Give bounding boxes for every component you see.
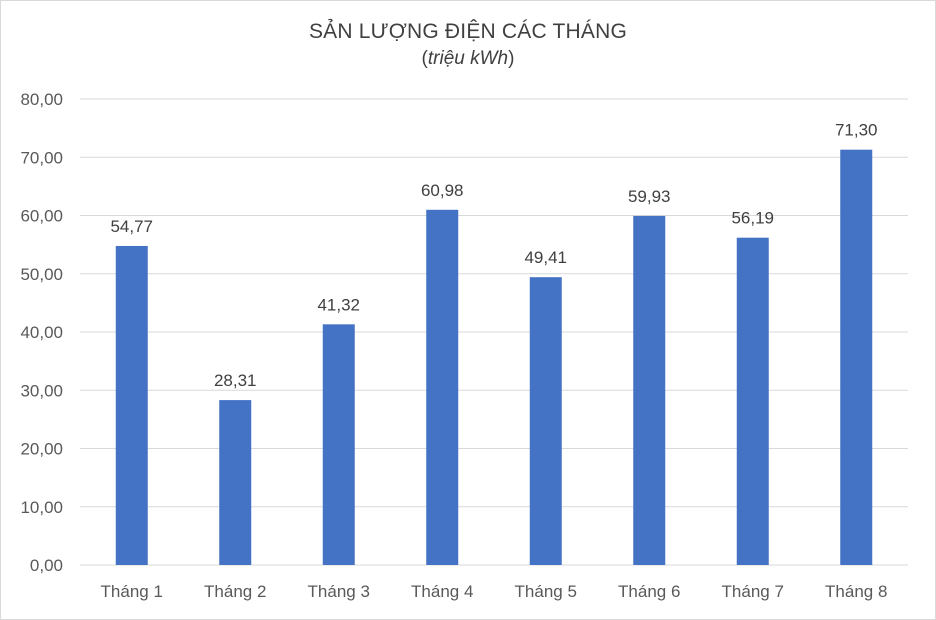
y-tick-label: 80,00 bbox=[20, 90, 63, 109]
y-tick-label: 30,00 bbox=[20, 381, 63, 400]
bar bbox=[322, 324, 355, 565]
chart-subtitle-unit: triệu kWh bbox=[427, 48, 509, 69]
chart-subtitle-close: ) bbox=[508, 48, 515, 69]
frame-border-top bbox=[0, 0, 936, 1]
x-tick-label: Tháng 8 bbox=[825, 582, 887, 601]
x-tick-label: Tháng 6 bbox=[618, 582, 680, 601]
x-tick-label: Tháng 7 bbox=[722, 582, 784, 601]
data-label: 41,32 bbox=[317, 295, 360, 314]
y-tick-label: 50,00 bbox=[20, 265, 63, 284]
chart-title: SẢN LƯỢNG ĐIỆN CÁC THÁNG bbox=[308, 20, 628, 43]
data-label: 71,30 bbox=[835, 121, 878, 140]
bar bbox=[736, 237, 769, 566]
y-tick-label: 70,00 bbox=[20, 148, 63, 167]
bar bbox=[633, 215, 666, 565]
bar bbox=[529, 277, 562, 565]
y-tick-label: 0,00 bbox=[30, 556, 63, 575]
chart-subtitle-open: ( bbox=[421, 48, 428, 69]
x-tick-label: Tháng 2 bbox=[204, 582, 266, 601]
y-tick-label: 10,00 bbox=[20, 498, 63, 517]
data-label: 54,77 bbox=[110, 217, 153, 236]
bar bbox=[426, 209, 459, 565]
y-tick-label: 20,00 bbox=[20, 440, 63, 459]
frame-border-left bbox=[0, 0, 1, 620]
data-label: 56,19 bbox=[731, 209, 774, 228]
y-tick-label: 60,00 bbox=[20, 207, 63, 226]
bar bbox=[115, 245, 148, 565]
data-label: 49,41 bbox=[524, 248, 567, 267]
data-label: 28,31 bbox=[214, 371, 257, 390]
x-tick-label: Tháng 5 bbox=[515, 582, 577, 601]
x-tick-label: Tháng 3 bbox=[308, 582, 370, 601]
x-tick-label: Tháng 4 bbox=[411, 582, 473, 601]
data-label: 60,98 bbox=[421, 181, 464, 200]
chart-subtitle: (triệu kWh) bbox=[0, 48, 936, 70]
bar bbox=[840, 149, 873, 566]
data-label: 59,93 bbox=[628, 187, 671, 206]
x-tick-label: Tháng 1 bbox=[101, 582, 163, 601]
y-tick-label: 40,00 bbox=[20, 323, 63, 342]
bar bbox=[219, 400, 252, 565]
